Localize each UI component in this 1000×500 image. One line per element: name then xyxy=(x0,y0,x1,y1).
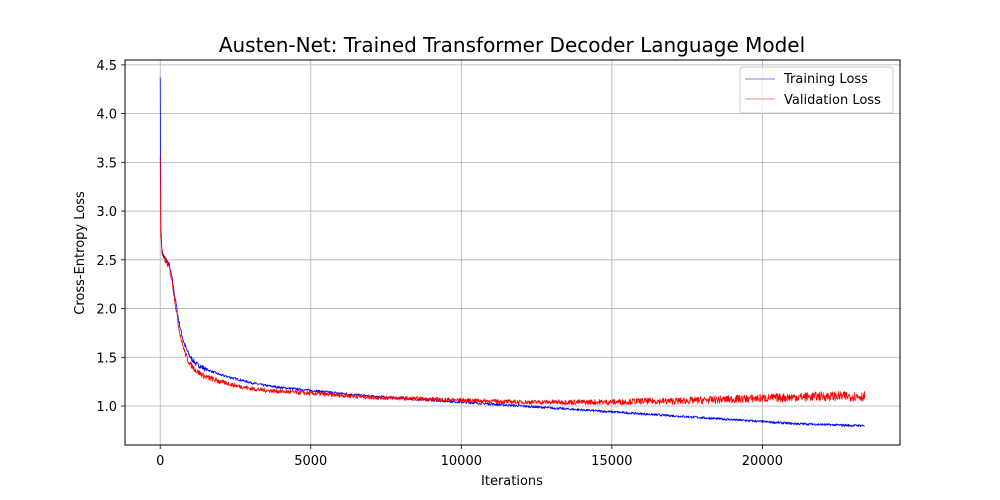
x-axis-label: Iterations xyxy=(481,474,543,489)
y-tick-label: 2.5 xyxy=(96,254,117,269)
grid-lines xyxy=(125,60,900,445)
chart-title: Austen-Net: Trained Transformer Decoder … xyxy=(219,33,805,57)
y-tick-label: 3.0 xyxy=(96,205,117,220)
x-tick-label: 0 xyxy=(156,454,164,469)
legend-box xyxy=(739,66,894,114)
y-axis-label: Cross-Entropy Loss xyxy=(73,191,88,315)
y-tick-label: 3.5 xyxy=(96,156,117,171)
series-lines xyxy=(159,77,866,428)
x-tick-label: 5000 xyxy=(294,454,327,469)
y-tick-label: 4.5 xyxy=(96,59,117,74)
series-line-validation-loss xyxy=(159,157,866,406)
y-tick-label: 1.0 xyxy=(96,400,117,415)
legend-label-validation-loss: Validation Loss xyxy=(784,93,881,108)
plot-area xyxy=(125,60,900,445)
legend: Training Loss Validation Loss xyxy=(739,66,894,114)
x-axis: 0 5000 10000 15000 20000 xyxy=(156,445,783,469)
y-axis: 1.0 1.5 2.0 2.5 3.0 3.5 4.0 4.5 xyxy=(96,59,125,415)
legend-label-training-loss: Training Loss xyxy=(783,72,868,87)
y-tick-label: 1.5 xyxy=(96,351,117,366)
series-line-training-loss xyxy=(159,77,865,428)
x-tick-label: 10000 xyxy=(441,454,482,469)
x-tick-label: 20000 xyxy=(742,454,783,469)
plot-frame xyxy=(124,59,901,446)
y-tick-label: 4.0 xyxy=(96,108,117,123)
x-tick-label: 15000 xyxy=(591,454,632,469)
y-tick-label: 2.0 xyxy=(96,303,117,318)
